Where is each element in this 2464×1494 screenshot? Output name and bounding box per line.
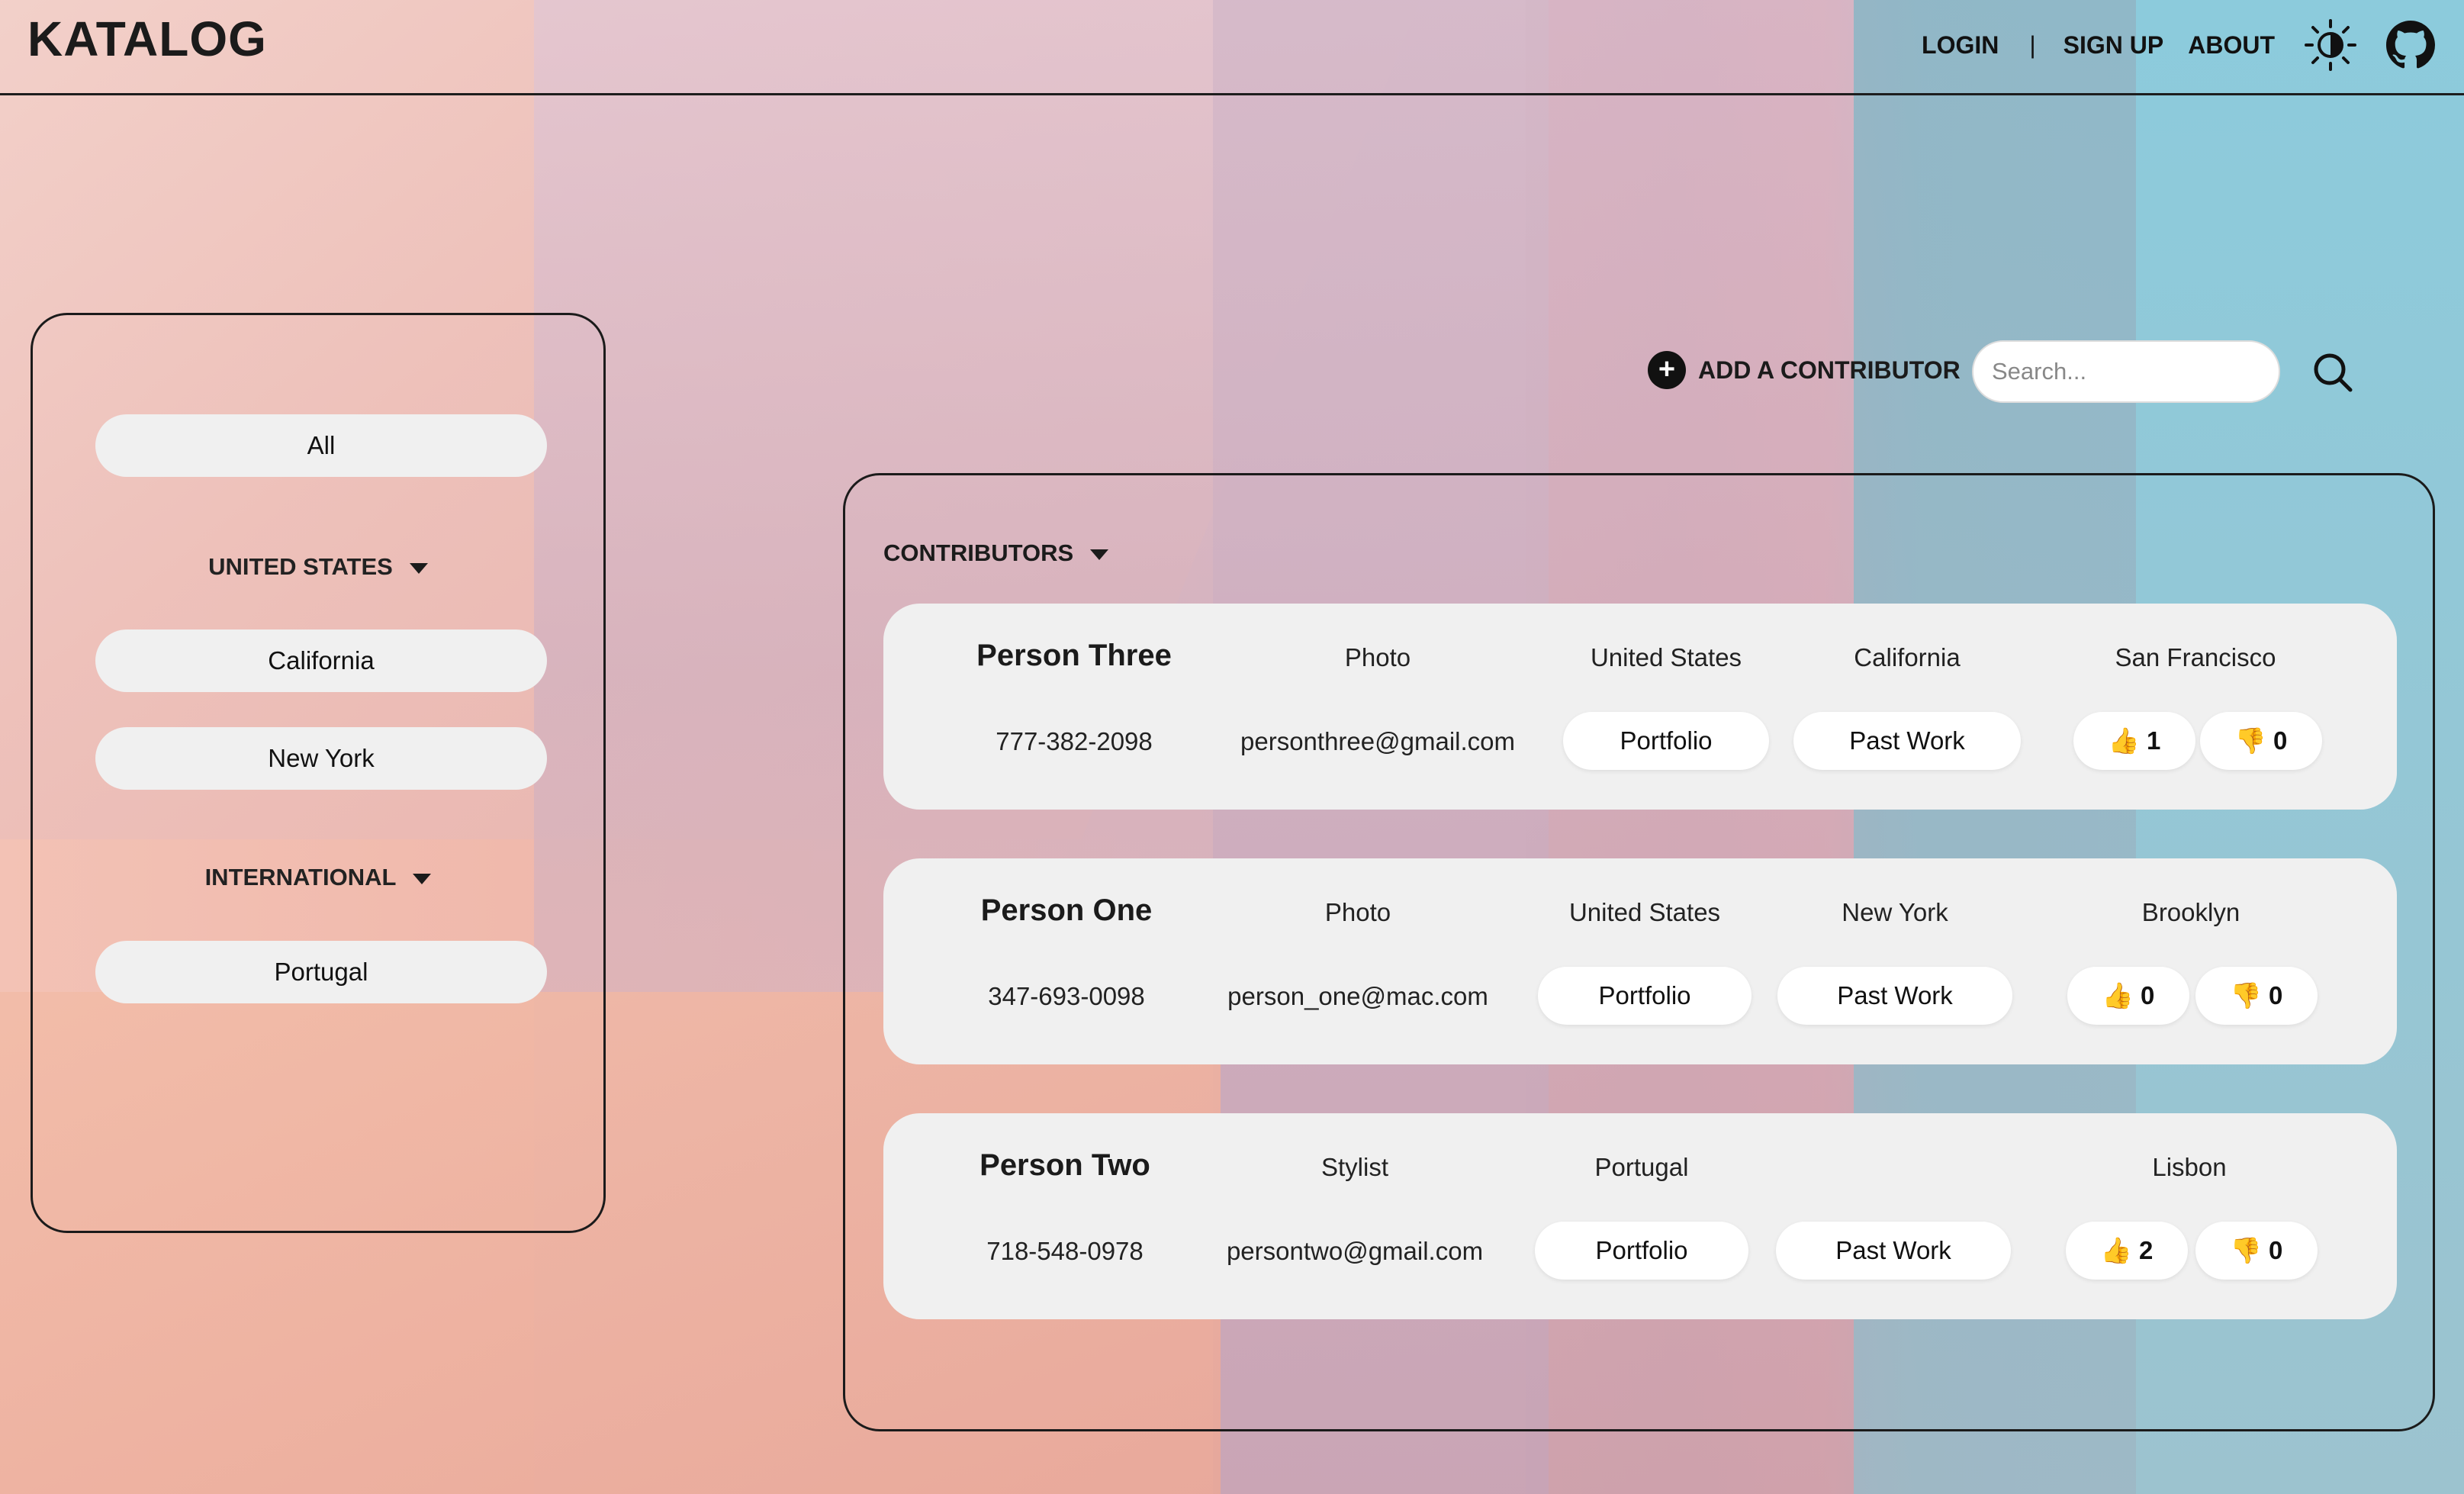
contributor-phone: 347-693-0098 — [988, 982, 1145, 1010]
contributor-state: California — [1854, 643, 1961, 671]
contributor-email[interactable]: persontwo@gmail.com — [1226, 1237, 1484, 1265]
top-navbar: KATALOG LOGIN | SIGN UP ABOUT — [0, 0, 2464, 95]
contributor-name[interactable]: Person One — [980, 894, 1153, 927]
contributor-country: Portugal — [1594, 1153, 1689, 1181]
caret-down-icon — [413, 873, 432, 884]
group-label: UNITED STATES — [208, 553, 393, 580]
past-work-button[interactable]: Past Work — [1777, 967, 2012, 1025]
portfolio-button[interactable]: Portfolio — [1535, 1222, 1748, 1280]
search-input[interactable] — [1972, 340, 2280, 403]
plus-icon: + — [1648, 351, 1686, 389]
nav-links: LOGIN | SIGN UP ABOUT — [1922, 0, 2464, 90]
add-contributor-label: ADD A CONTRIBUTOR — [1698, 356, 1961, 384]
signup-link[interactable]: SIGN UP — [2063, 31, 2164, 59]
location-filter-panel: All UNITED STATES California New York IN… — [31, 313, 606, 1233]
github-icon[interactable] — [2386, 21, 2435, 69]
contributor-city: Brooklyn — [2141, 898, 2240, 926]
downvote-button[interactable]: 👎 0 — [2200, 712, 2322, 770]
filter-new-york-button[interactable]: New York — [95, 727, 547, 790]
contributor-city: San Francisco — [2115, 643, 2276, 671]
contributors-panel: CONTRIBUTORS Person Three Photo United S… — [843, 473, 2435, 1431]
portfolio-button[interactable]: Portfolio — [1563, 712, 1769, 770]
group-united-states-toggle[interactable]: UNITED STATES — [33, 553, 603, 581]
past-work-button[interactable]: Past Work — [1776, 1222, 2011, 1280]
contributor-name[interactable]: Person Three — [976, 639, 1172, 672]
contributor-name[interactable]: Person Two — [979, 1148, 1150, 1182]
contributor-card: Person Three Photo United States Califor… — [883, 604, 2397, 810]
upvote-button[interactable]: 👍 0 — [2067, 967, 2189, 1025]
group-international-toggle[interactable]: INTERNATIONAL — [33, 864, 603, 891]
theme-toggle-icon[interactable] — [2304, 18, 2357, 72]
contributor-email[interactable]: person_one@mac.com — [1227, 982, 1488, 1010]
past-work-button[interactable]: Past Work — [1793, 712, 2021, 770]
filter-portugal-button[interactable]: Portugal — [95, 941, 547, 1003]
downvote-button[interactable]: 👎 0 — [2195, 967, 2318, 1025]
portfolio-button[interactable]: Portfolio — [1538, 967, 1751, 1025]
contributor-role: Stylist — [1320, 1153, 1389, 1181]
filter-california-button[interactable]: California — [95, 629, 547, 692]
caret-down-icon — [1090, 549, 1109, 560]
contributor-card: Person Two Stylist Portugal Lisbon 718-5… — [883, 1113, 2397, 1319]
contributor-email[interactable]: personthree@gmail.com — [1240, 727, 1515, 755]
search-icon[interactable] — [2311, 351, 2354, 394]
add-contributor-button[interactable]: + ADD A CONTRIBUTOR — [1648, 351, 1961, 389]
login-link[interactable]: LOGIN — [1922, 31, 1999, 59]
contributor-country: United States — [1590, 643, 1742, 671]
contributor-country: United States — [1568, 898, 1721, 926]
contributors-title: CONTRIBUTORS — [883, 539, 1074, 566]
contributor-state: New York — [1842, 898, 1948, 926]
contributor-phone: 718-548-0978 — [986, 1237, 1144, 1265]
caret-down-icon — [409, 562, 428, 574]
group-label: INTERNATIONAL — [204, 864, 397, 890]
contributors-toggle[interactable]: CONTRIBUTORS — [883, 539, 1109, 567]
upvote-button[interactable]: 👍 2 — [2066, 1222, 2188, 1280]
nav-separator: | — [2029, 31, 2036, 59]
downvote-button[interactable]: 👎 0 — [2195, 1222, 2318, 1280]
contributor-card: Person One Photo United States New York … — [883, 858, 2397, 1064]
filter-all-button[interactable]: All — [95, 414, 547, 477]
contributor-role: Photo — [1324, 898, 1391, 926]
contributor-role: Photo — [1344, 643, 1411, 671]
contributor-phone: 777-382-2098 — [996, 727, 1153, 755]
site-logo[interactable]: KATALOG — [27, 11, 267, 66]
upvote-button[interactable]: 👍 1 — [2073, 712, 2195, 770]
about-link[interactable]: ABOUT — [2188, 31, 2275, 59]
contributor-city: Lisbon — [2152, 1153, 2227, 1181]
